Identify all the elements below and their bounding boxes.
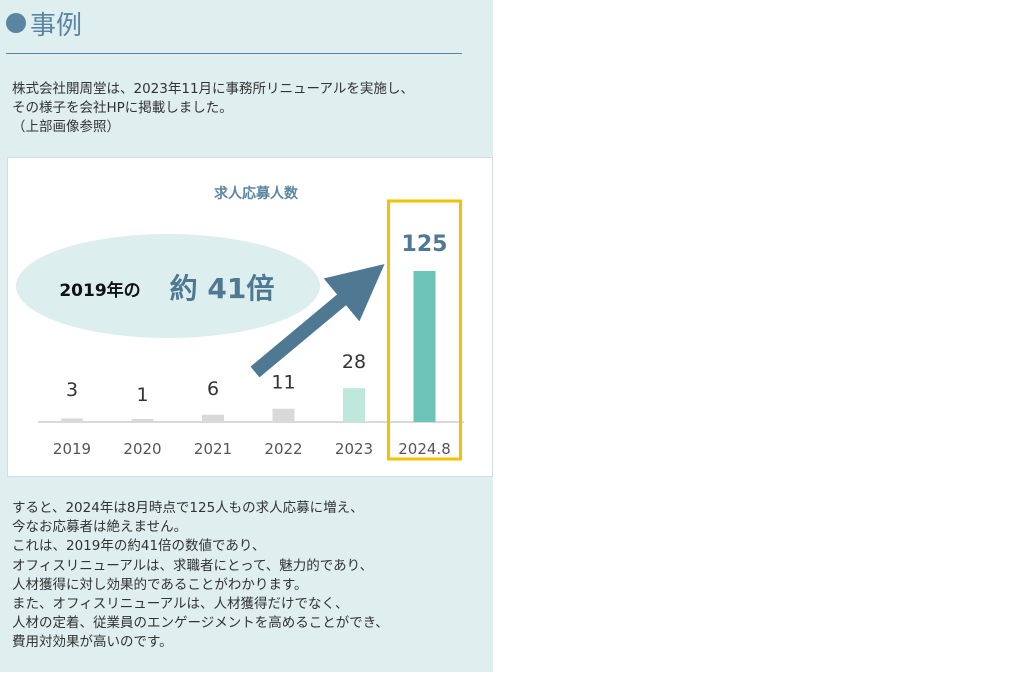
- outro-line: すると、2024年は8月時点で125人もの求人応募に増え、: [12, 500, 364, 516]
- heading-divider: [6, 53, 462, 54]
- section-heading: 事例: [6, 6, 83, 41]
- intro-line: その様子を会社HPに掲載しました。: [12, 100, 233, 116]
- growth-arrow: [250, 264, 385, 378]
- outro-line: 人材獲得に対し効果的であることがわかります。: [12, 576, 308, 593]
- outro-line: 費用対効果が高いのです。: [12, 634, 173, 651]
- value-label-2023: 28: [342, 351, 366, 373]
- applicant-count-chart: 求人応募人数 2019年の 約 41倍 3 2019 1 2020 6 2021 11 2022 28…: [16, 185, 464, 461]
- outro-line: これは、2019年の約41倍の数値であり、: [12, 538, 266, 555]
- bar-2021: [202, 414, 224, 422]
- tick-label-2022: 2022: [264, 440, 302, 458]
- case-study-panel: 事例 株式会社開周堂は、2023年11月に事務所リニューアルを実施し、 その様子…: [0, 0, 493, 672]
- tick-label-2023: 2023: [335, 440, 373, 458]
- value-label-2020: 1: [136, 384, 148, 406]
- bar-2023: [343, 388, 365, 422]
- tick-label-2020: 2020: [123, 440, 161, 458]
- chart-card: 求人応募人数 2019年の 約 41倍 3 2019 1 2020 6 2021 11 2022 28…: [7, 157, 493, 477]
- bar-2019: [61, 418, 83, 422]
- bar-2020: [131, 419, 154, 422]
- tick-label-2024.8: 2024.8: [398, 440, 451, 458]
- outro-line: また、オフィスリニューアルは、人材獲得だけでなく、: [12, 595, 349, 612]
- tick-label-2019: 2019: [53, 440, 91, 458]
- tick-label-2021: 2021: [194, 440, 232, 458]
- intro-text: 株式会社開周堂は、2023年11月に事務所リニューアルを実施し、 その様子を会社…: [12, 80, 492, 137]
- value-label-2021: 6: [207, 378, 219, 400]
- value-label-2019: 3: [66, 379, 78, 401]
- outro-line: オフィスリニューアルは、求職者にとって、魅力的であり、: [12, 557, 374, 574]
- chart-title: 求人応募人数: [214, 185, 299, 202]
- callout-prefix: 2019年の: [59, 280, 140, 301]
- intro-line: 株式会社開周堂は、2023年11月に事務所リニューアルを実施し、: [12, 81, 414, 97]
- bar-2024.8: [413, 271, 436, 422]
- value-label-2022: 11: [271, 372, 295, 394]
- highlight-frame: [387, 199, 462, 461]
- value-label-2024.8: 125: [402, 232, 448, 257]
- bar-2022: [272, 408, 295, 422]
- callout-value: 約 41倍: [170, 272, 275, 305]
- intro-line: （上部画像参照）: [12, 119, 120, 135]
- callout-bubble: [16, 234, 320, 338]
- section-title: 事例: [30, 10, 83, 41]
- outro-line: 今なお応募者は絶えません。: [12, 519, 188, 536]
- outro-text: すると、2024年は8月時点で125人もの求人応募に増え、 今なお応募者は絶えま…: [12, 499, 492, 653]
- outro-line: 人材の定着、従業員のエンゲージメントを高めることができ、: [12, 615, 389, 632]
- bullet-dot-icon: [6, 13, 26, 33]
